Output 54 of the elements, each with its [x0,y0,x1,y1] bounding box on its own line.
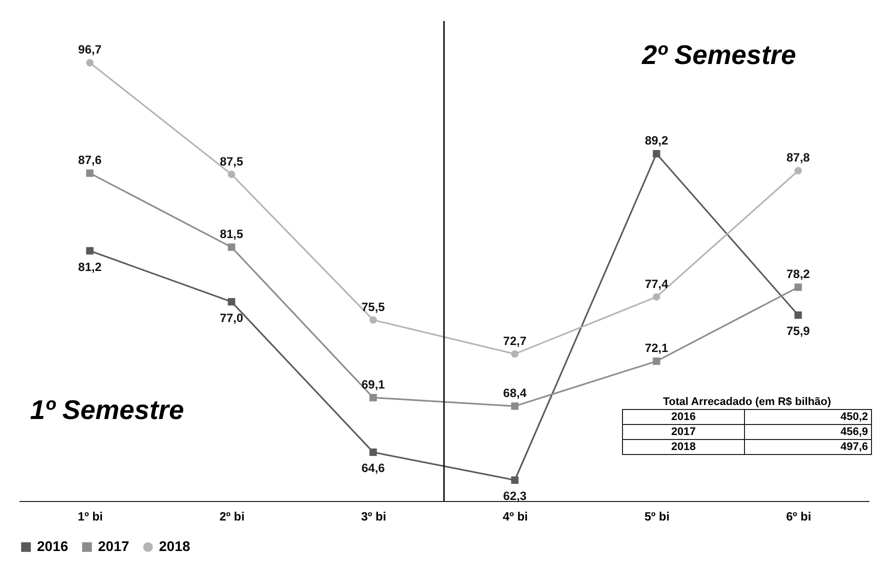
annotation: 2018 [622,440,744,454]
point [369,316,377,324]
data-label: 64,6 [361,461,386,476]
data-label: 81,2 [78,260,102,274]
data-label: 72,7 [503,334,527,348]
point [228,243,236,251]
point [511,402,519,410]
data-label: 62,3 [503,489,527,504]
data-label: 87,5 [220,154,244,168]
data-label: 77,4 [644,276,668,291]
data-label: 87,6 [78,153,102,168]
point [228,298,236,306]
x-tick-label: 6º bi [786,510,812,524]
point [794,311,802,319]
point [652,293,660,301]
point [794,167,802,174]
annotation: 2º Semestre [642,40,796,71]
legend-label: 2016 [37,538,68,554]
point [652,358,660,365]
annotation: Total Arrecadado (em R$ bilhão) [662,395,832,410]
x-tick-label: 3º bi [361,510,386,524]
x-tick-label: 4º bi [502,510,528,524]
legend-label: 2018 [159,538,190,554]
data-label: 78,2 [786,267,810,282]
point [86,59,94,66]
data-label: 69,1 [361,378,386,392]
annotation: 2016 [622,410,744,424]
data-label: 77,0 [220,310,244,325]
point [652,150,660,158]
point [794,284,802,291]
legend-label: 2017 [98,538,130,554]
point [86,247,94,255]
data-label: 68,4 [503,386,527,400]
data-label: 75,5 [361,300,386,314]
annotation: 497,6 [744,440,872,454]
data-label: 72,1 [644,341,668,356]
point [86,169,94,177]
data-label: 96,7 [78,42,102,57]
point [511,476,519,484]
data-label: 89,2 [644,134,668,148]
point [369,394,377,402]
annotation: 2017 [622,424,744,440]
data-label: 87,8 [786,150,810,165]
point [228,170,236,178]
annotation: 1º Semestre [30,395,184,426]
point [369,448,377,456]
data-label: 75,9 [786,324,810,338]
annotation: 450,2 [744,410,872,424]
annotation: 456,9 [744,424,872,440]
x-tick-label: 2º bi [219,510,245,524]
x-tick-label: 5º bi [644,510,670,524]
point [511,350,519,358]
data-label: 81,5 [220,227,244,242]
x-tick-label: 1º bi [78,510,103,524]
